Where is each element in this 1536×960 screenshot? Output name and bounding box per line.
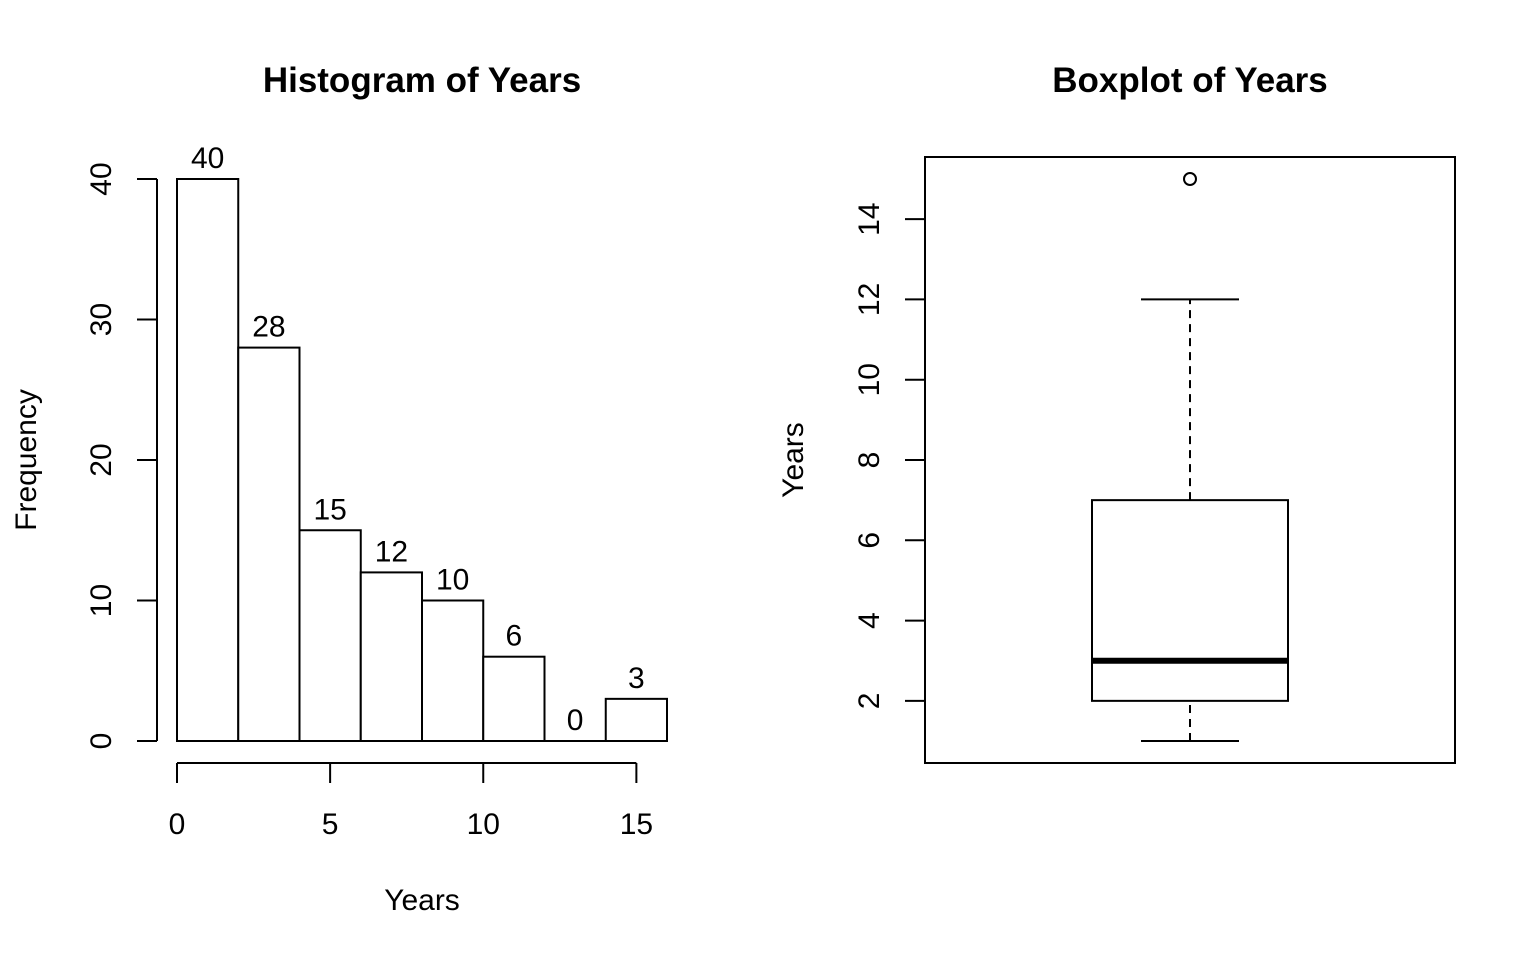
histogram-bar — [237, 346, 301, 742]
histogram-data-label: 12 — [375, 535, 408, 568]
boxplot-y-tick-label: 6 — [853, 532, 886, 549]
histogram-y-tick-label: 20 — [85, 443, 118, 476]
histogram-y-tick-label: 30 — [85, 303, 118, 336]
histogram-bars — [176, 178, 668, 743]
histogram-bar — [604, 697, 668, 742]
boxplot-marks — [1091, 172, 1289, 742]
histogram-data-label: 10 — [436, 564, 469, 597]
histogram-title: Histogram of Years — [263, 61, 581, 100]
histogram-bar — [298, 529, 362, 742]
histogram-x-tick-label: 15 — [620, 808, 653, 841]
histogram-data-label: 0 — [567, 704, 584, 737]
histogram-bar — [421, 599, 485, 742]
boxplot-y-axis-label: Years — [777, 422, 810, 498]
boxplot-y-tick-label: 4 — [853, 612, 886, 629]
boxplot-y-axis: 2 4 6 8 10 12 14 — [853, 202, 925, 709]
histogram-x-tick-label: 5 — [322, 808, 339, 841]
histogram-y-axis: 0 10 20 30 40 — [85, 162, 158, 750]
histogram-x-axis: 0 5 10 15 — [169, 762, 653, 841]
histogram-data-label: 3 — [628, 662, 645, 695]
histogram-bar — [359, 571, 423, 743]
boxplot-panel: Boxplot of Years Years 2 4 6 8 10 12 14 — [777, 61, 1456, 764]
histogram-bar — [176, 178, 240, 742]
histogram-x-tick-label: 0 — [169, 808, 186, 841]
histogram-bar — [482, 655, 546, 743]
histogram-data-label: 40 — [191, 142, 224, 175]
histogram-x-axis-label: Years — [384, 884, 460, 917]
histogram-y-axis-label: Frequency — [10, 389, 43, 531]
histogram-y-tick-label: 40 — [85, 162, 118, 195]
histogram-panel: Histogram of Years Years Frequency 40 28 1… — [10, 61, 668, 917]
histogram-x-tick-label: 10 — [467, 808, 500, 841]
boxplot-outlier-point — [1183, 172, 1197, 186]
boxplot-y-tick-label: 12 — [853, 283, 886, 316]
histogram-data-label: 15 — [313, 493, 346, 526]
boxplot-y-tick-label: 10 — [853, 363, 886, 396]
boxplot-box — [1091, 499, 1289, 702]
histogram-data-labels: 40 28 15 12 10 6 0 3 — [191, 142, 645, 737]
histogram-data-label: 28 — [252, 311, 285, 344]
boxplot-y-tick-label: 2 — [853, 693, 886, 710]
boxplot-y-tick-label: 8 — [853, 452, 886, 469]
histogram-data-label: 6 — [506, 620, 523, 653]
boxplot-title: Boxplot of Years — [1052, 61, 1328, 100]
histogram-y-tick-label: 10 — [85, 584, 118, 617]
histogram-y-tick-label: 0 — [85, 733, 118, 750]
boxplot-y-tick-label: 14 — [853, 202, 886, 235]
